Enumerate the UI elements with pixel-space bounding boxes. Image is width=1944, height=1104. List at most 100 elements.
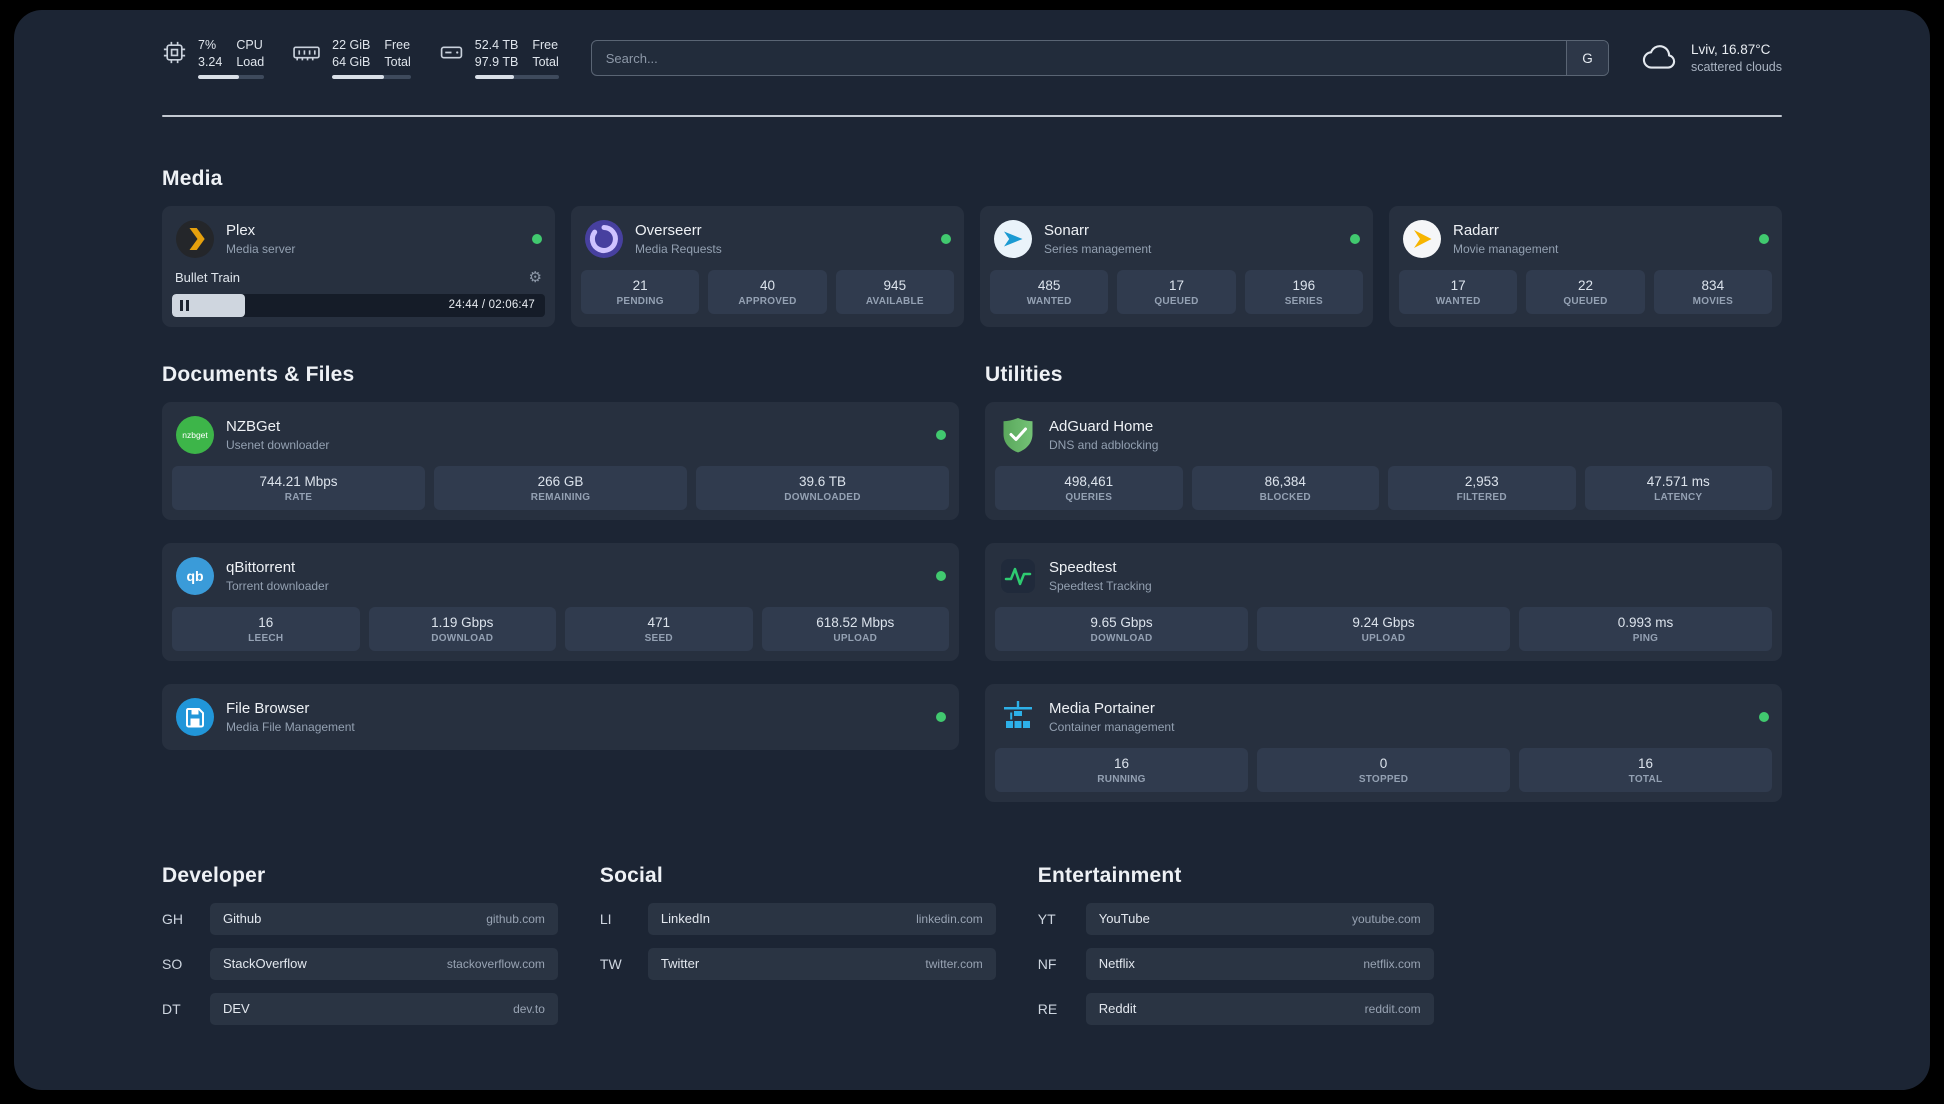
bookmark-group-title: Social [599, 863, 663, 887]
service-link-radarr[interactable]: Radarr Movie management [1399, 216, 1772, 270]
stat-label: DOWNLOADED [784, 491, 861, 503]
section-media: Media Plex Media server [162, 167, 1782, 327]
playback-progress-bar[interactable]: 24:44 / 02:06:47 [172, 293, 545, 317]
status-dot [1759, 711, 1769, 722]
service-name: Speedtest [1049, 558, 1117, 576]
stat-value: 9.24 Gbps [1352, 614, 1415, 630]
service-description: Container management [1049, 719, 1175, 734]
bookmark-name: DEV [223, 1001, 250, 1017]
service-name: Plex [226, 221, 256, 239]
bookmark-youtube[interactable]: YT YouTube youtube.com [1038, 902, 1434, 935]
section-utilities: Utilities [985, 363, 1782, 802]
stat-value: 21 [632, 277, 648, 293]
stat-value: 16 [1113, 755, 1130, 771]
stat-tile: 22 QUEUED [1526, 269, 1645, 314]
bookmark-abbr: DT [162, 1000, 181, 1017]
search-provider-button[interactable]: G [1565, 41, 1608, 76]
cpu-load-value: 3.24 [198, 55, 223, 70]
section-title-media: Media [162, 166, 223, 190]
bookmark-twitter[interactable]: TW Twitter twitter.com [599, 947, 996, 980]
bookmark-github[interactable]: GH Github github.com [162, 902, 558, 935]
status-dot [532, 233, 542, 244]
stat-value: 834 [1701, 277, 1725, 293]
service-link-qbittorrent[interactable]: qb qBittorrent Torrent downloader [172, 553, 949, 607]
stat-label: APPROVED [738, 295, 797, 307]
stat-tile: 16 TOTAL [1519, 747, 1772, 792]
service-description: Usenet downloader [226, 437, 330, 452]
pause-icon[interactable] [180, 299, 189, 311]
service-link-overseerr[interactable]: Overseerr Media Requests [581, 216, 954, 270]
stat-tile: 9.65 Gbps DOWNLOAD [995, 606, 1248, 651]
section-title-utilities: Utilities [985, 362, 1063, 386]
memory-free-value: 22 GiB [332, 38, 371, 52]
memory-total-value: 64 GiB [332, 55, 371, 70]
service-link-plex[interactable]: Plex Media server [172, 216, 545, 270]
stat-tile: 9.24 Gbps UPLOAD [1257, 606, 1510, 651]
memory-progress-bar [332, 74, 411, 79]
service-link-sonarr[interactable]: Sonarr Series management [990, 216, 1363, 270]
bookmark-linkedin[interactable]: LI LinkedIn linkedin.com [600, 902, 996, 935]
stat-tile: 196 SERIES [1244, 269, 1363, 314]
stat-value: 0.993 ms [1617, 614, 1674, 630]
stat-tile: 1.19 Gbps DOWNLOAD [368, 606, 556, 651]
service-link-filebrowser[interactable]: File Browser Media File Management [172, 694, 949, 740]
weather-location: Lviv, 16.87°C [1690, 42, 1771, 58]
stat-label: QUEUED [1154, 295, 1199, 307]
stat-label: STOPPED [1358, 773, 1409, 785]
stat-tile: 498,461 QUERIES [995, 465, 1183, 510]
bookmark-url: reddit.com [1364, 1001, 1421, 1016]
stat-value: 2,953 [1464, 473, 1499, 489]
qbittorrent-icon: qb [175, 556, 215, 596]
cloud-icon [1641, 41, 1679, 76]
stat-tile: 744.21 Mbps RATE [172, 465, 425, 510]
plex-now-playing: Bullet Train ⚙ 24:44 / 02:06:47 [172, 270, 545, 317]
stat-value: 485 [1037, 277, 1061, 293]
nzbget-icon: nzbget [175, 415, 215, 455]
stat-tile: 2,953 FILTERED [1388, 465, 1576, 510]
bookmark-abbr: TW [599, 955, 622, 972]
bookmark-name: YouTube [1098, 911, 1150, 927]
stat-label: QUEUED [1563, 295, 1608, 307]
bookmark-abbr: SO [162, 955, 183, 972]
now-playing-title: Bullet Train [175, 269, 241, 285]
stat-value: 744.21 Mbps [259, 473, 338, 489]
service-description: Media File Management [226, 719, 355, 734]
bookmark-reddit[interactable]: RE Reddit reddit.com [1038, 992, 1434, 1025]
bookmark-url: dev.to [513, 1001, 545, 1016]
bookmark-dev[interactable]: DT DEV dev.to [162, 992, 558, 1025]
service-card-plex: Plex Media server Bullet Train ⚙ [162, 205, 555, 327]
topbar-divider [162, 114, 1782, 117]
bookmark-stackoverflow[interactable]: SO StackOverflow stackoverflow.com [162, 947, 558, 980]
service-card-sonarr: Sonarr Series management 485 WANTED 17 Q… [980, 205, 1373, 327]
service-link-portainer[interactable]: Media Portainer Container management [995, 694, 1772, 748]
service-name: AdGuard Home [1049, 417, 1154, 435]
stat-tile: 0 STOPPED [1257, 747, 1510, 792]
service-link-speedtest[interactable]: Speedtest Speedtest Tracking [995, 553, 1772, 607]
filebrowser-icon [175, 697, 215, 737]
stat-value: 266 GB [537, 473, 584, 489]
service-card-nzbget: nzbget NZBGet Usenet downloader 74 [162, 401, 959, 520]
disk-drive-icon [439, 40, 464, 65]
bookmark-url: youtube.com [1351, 911, 1421, 926]
stat-label: TOTAL [1628, 773, 1663, 785]
stat-value: 17 [1168, 277, 1184, 293]
bookmark-netflix[interactable]: NF Netflix netflix.com [1038, 947, 1434, 980]
service-description: Media Requests [635, 241, 722, 256]
cpu-progress-bar [198, 74, 265, 79]
service-name: Media Portainer [1049, 699, 1155, 717]
stat-value: 471 [647, 614, 671, 630]
status-dot [936, 429, 946, 440]
stat-tile: 86,384 BLOCKED [1191, 465, 1379, 510]
stat-tile: 47.571 ms LATENCY [1584, 465, 1772, 510]
service-link-nzbget[interactable]: nzbget NZBGet Usenet downloader [172, 412, 949, 466]
cpu-widget: 7% 3.24 CPU Load [162, 38, 265, 79]
bookmark-name: Netflix [1098, 956, 1135, 972]
service-link-adguard[interactable]: AdGuard Home DNS and adblocking [995, 412, 1772, 466]
gear-icon[interactable]: ⚙ [528, 268, 542, 286]
search-input[interactable] [591, 41, 1566, 76]
service-name: NZBGet [226, 417, 281, 435]
stat-value: 39.6 TB [798, 473, 847, 489]
stat-value: 22 [1577, 277, 1593, 293]
stat-label: QUERIES [1065, 491, 1113, 503]
stat-tile: 834 MOVIES [1653, 269, 1772, 314]
